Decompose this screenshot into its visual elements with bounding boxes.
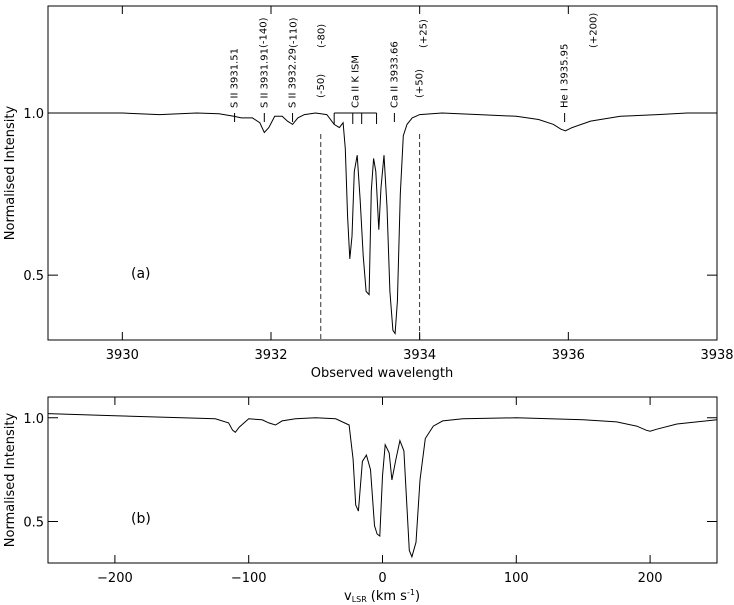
x-tick-label: 200 — [638, 571, 663, 586]
y-tick-label: 1.0 — [23, 412, 44, 427]
line-annotation: S II 3931.51 — [230, 48, 241, 108]
velocity-annotation: (-80) — [317, 24, 328, 48]
x-tick-label: 3932 — [254, 348, 287, 363]
panel-a: S II 3931.51 (-140)S II 3931.91 (-110)S II… — [3, 5, 734, 381]
x-tick-label: 3930 — [106, 348, 139, 363]
y-tick-label: 0.5 — [23, 269, 44, 284]
panel-b-ylabel: Normalised Intensity — [3, 413, 18, 548]
panel-a-spectrum-line — [48, 112, 717, 335]
panel-b-spectrum-line — [47, 413, 718, 559]
velocity-annotation: (+50) — [415, 69, 426, 98]
panel-a-frame — [47, 5, 718, 341]
velocity-annotation: (-140) — [259, 17, 270, 48]
panel-a-tag: (a) — [131, 266, 151, 282]
velocity-annotation: (-110) — [288, 17, 299, 48]
panel-a-ism-bracket — [333, 112, 378, 124]
panel-b-ticks: −200 −100 0 100 200 0.5 1.0 — [23, 397, 717, 586]
panel-b-xlabel-v: v — [344, 589, 352, 604]
x-tick-label: 0 — [378, 571, 386, 586]
panel-b-xlabel-unit: (km s — [371, 589, 407, 604]
y-tick-label: 1.0 — [23, 107, 44, 122]
x-tick-label: 3938 — [700, 348, 733, 363]
x-tick-label: 100 — [504, 571, 529, 586]
y-tick-label: 0.5 — [23, 516, 44, 531]
panel-b-tag: (b) — [131, 511, 151, 527]
panel-b: −200 −100 0 100 200 0.5 1.0 (b) vLSR (km s-1) N… — [3, 396, 718, 604]
panel-b-xlabel-close: ) — [415, 589, 420, 604]
panel-a-ylabel: Normalised Intensity — [3, 106, 18, 241]
panel-a-annotations: S II 3931.51 (-140)S II 3931.91 (-110)S II… — [230, 13, 600, 122]
line-annotation: S II 3932.29 — [288, 48, 299, 108]
panel-b-xlabel-sub: LSR — [352, 595, 368, 604]
velocity-annotation: (+25) — [418, 19, 429, 48]
panel-b-xlabel-sup: -1 — [407, 588, 415, 597]
line-annotation: S II 3931.91 — [259, 48, 270, 108]
x-tick-label: −200 — [97, 571, 133, 586]
x-tick-label: 3934 — [403, 348, 436, 363]
x-tick-label: 3936 — [552, 348, 585, 363]
velocity-annotation: (-50) — [316, 74, 327, 98]
line-annotation: He I 3935.95 — [560, 44, 571, 108]
panel-a-dashed-lines — [320, 134, 421, 340]
x-tick-label: −100 — [231, 571, 267, 586]
line-annotation: Ca II K ISM — [351, 55, 362, 108]
panel-b-xlabel: vLSR (km s-1) — [344, 588, 420, 604]
line-annotation: Ca II 3933.66 — [389, 41, 400, 108]
panel-a-ticks: 3930 3932 3934 3936 3938 0.5 1.0 — [23, 6, 734, 363]
panel-a-xlabel: Observed wavelength — [311, 366, 453, 381]
velocity-annotation: (+200) — [589, 13, 600, 48]
